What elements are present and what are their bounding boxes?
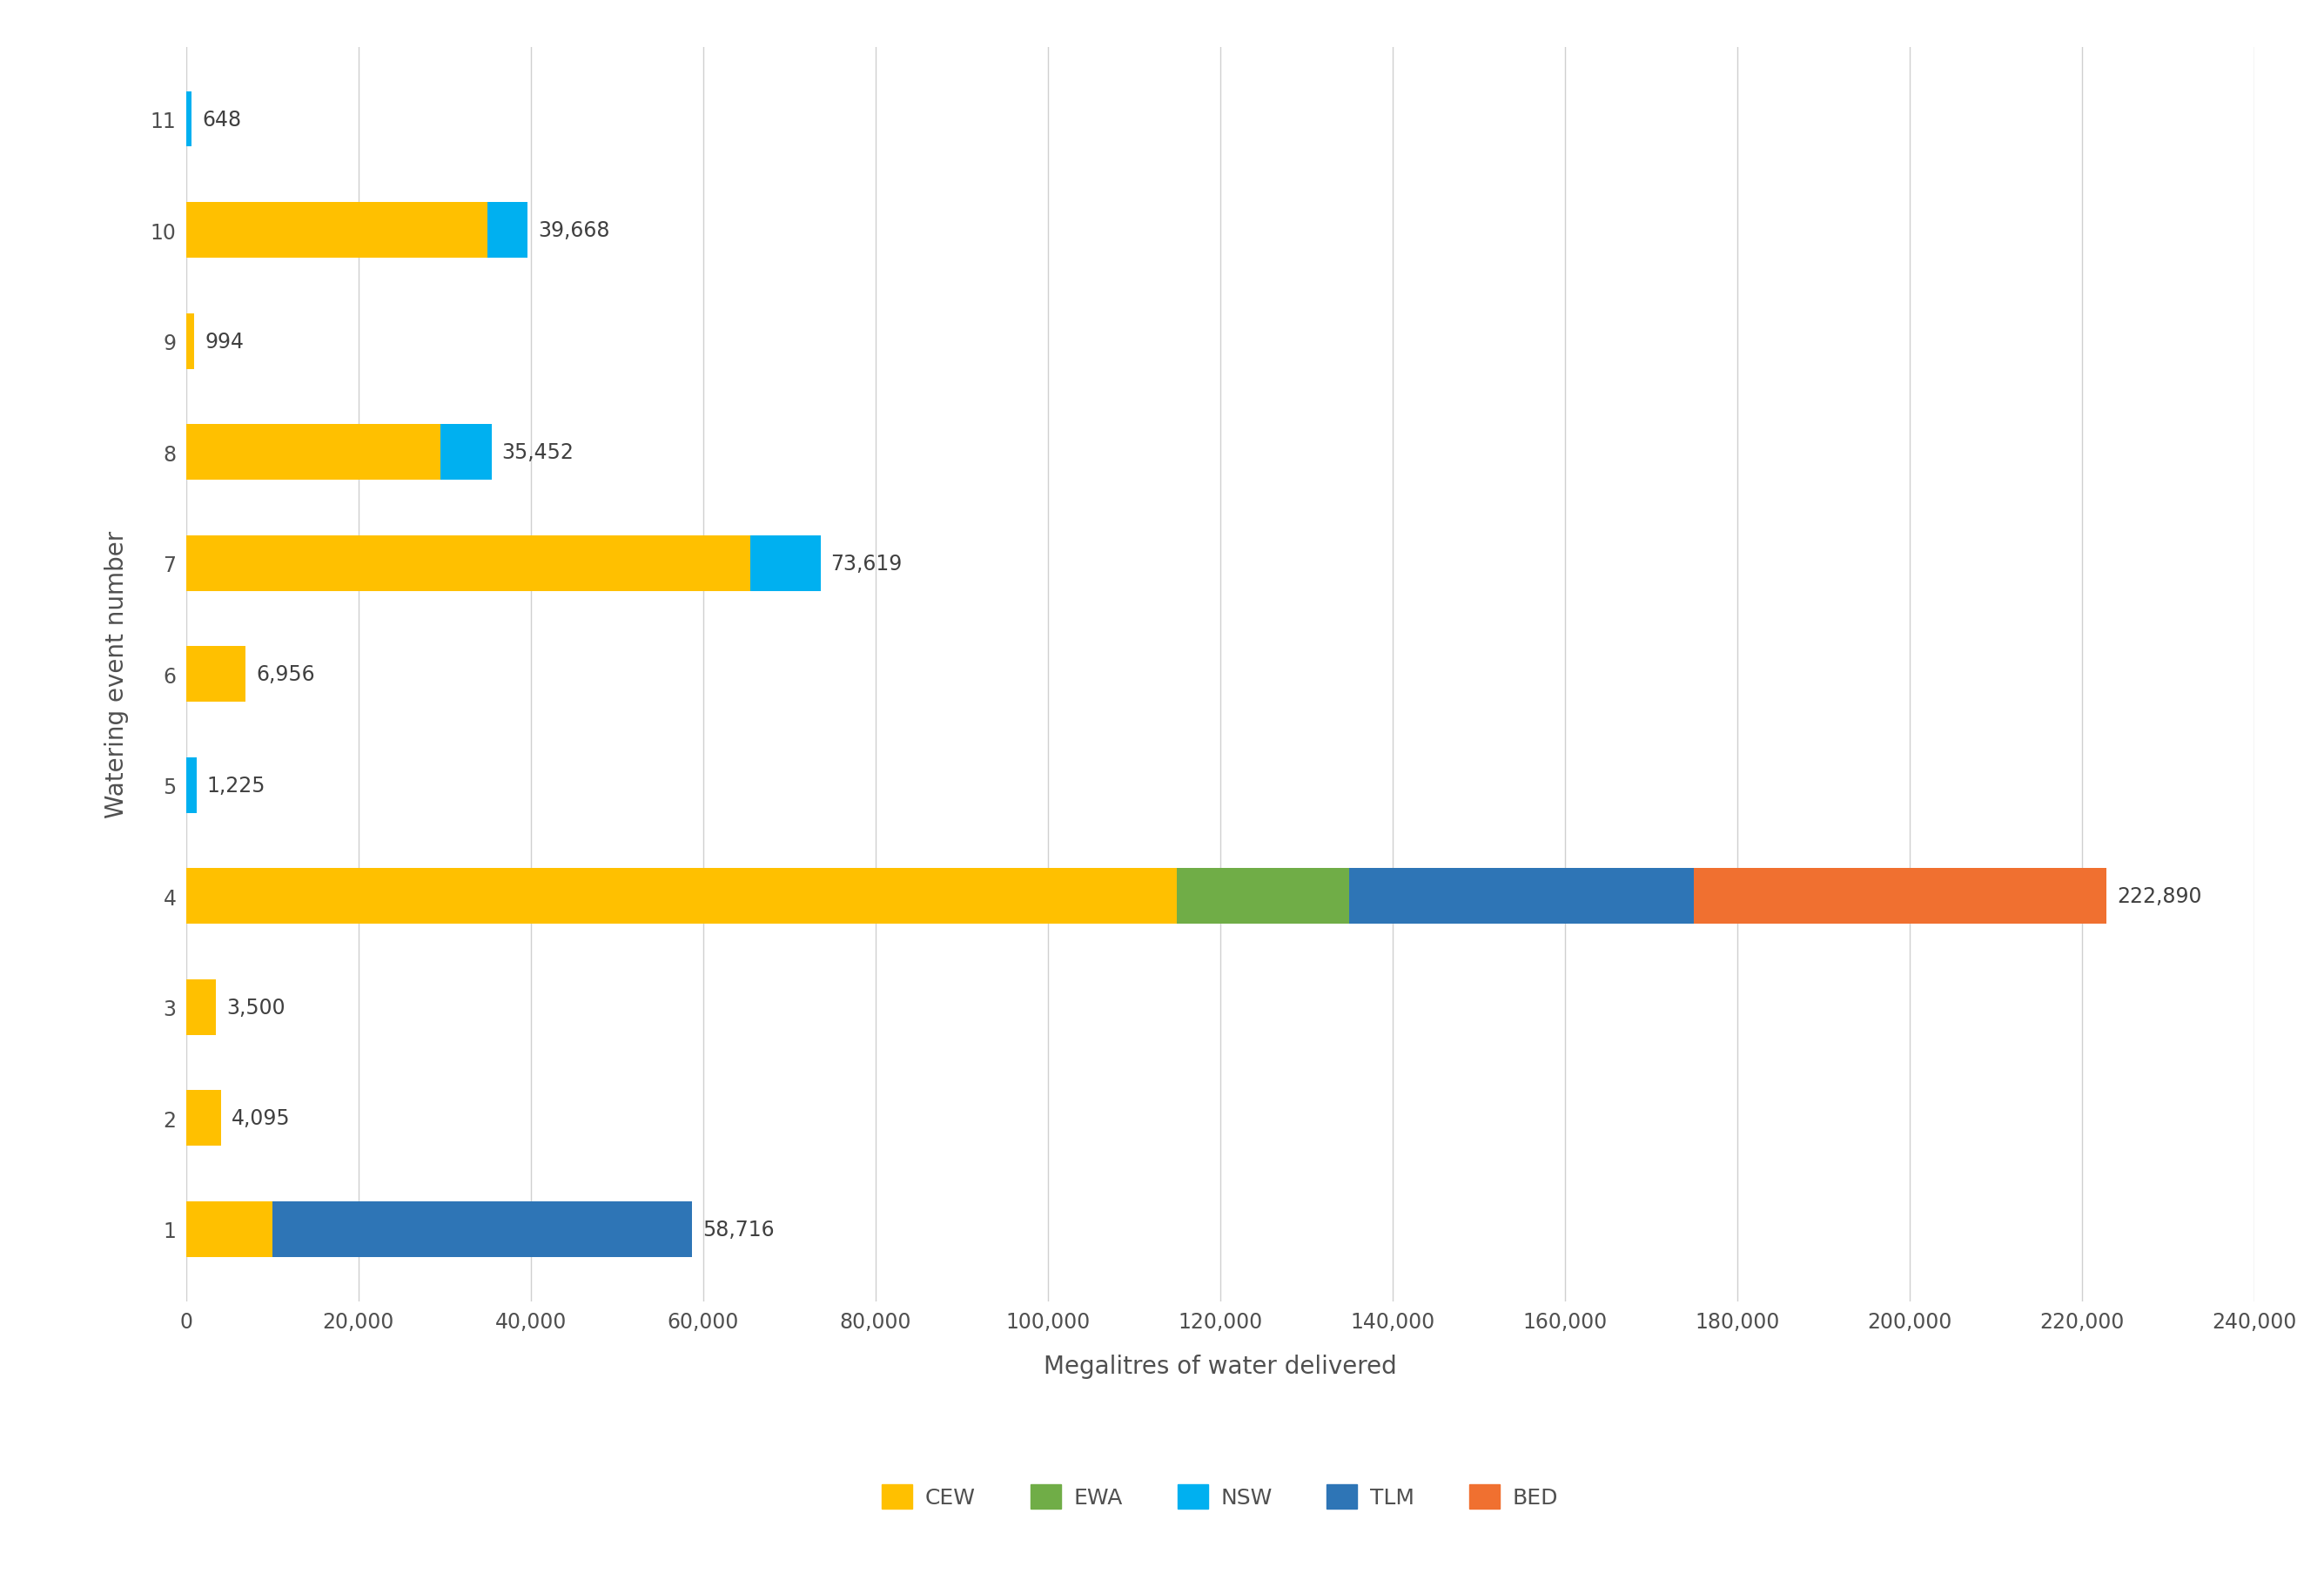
Bar [186, 92, 191, 148]
Text: 39,668: 39,668 [539, 221, 609, 241]
Bar [186, 979, 216, 1035]
Bar [1694, 868, 2108, 924]
Legend: CEW, EWA, NSW, TLM, BED: CEW, EWA, NSW, TLM, BED [874, 1476, 1566, 1517]
Text: 648: 648 [202, 110, 242, 130]
Bar [186, 1201, 272, 1257]
Bar [186, 1090, 221, 1146]
Bar [1176, 868, 1350, 924]
Text: 58,716: 58,716 [702, 1219, 774, 1239]
Bar [186, 536, 751, 592]
Text: 3,500: 3,500 [225, 997, 286, 1017]
Y-axis label: Watering event number: Watering event number [105, 530, 128, 819]
Text: 35,452: 35,452 [502, 443, 574, 463]
Bar [1350, 868, 1694, 924]
Text: 73,619: 73,619 [830, 554, 902, 574]
Bar [488, 203, 528, 259]
Text: 6,956: 6,956 [256, 663, 316, 686]
Bar [272, 1201, 693, 1257]
Bar [186, 757, 198, 813]
Text: 1,225: 1,225 [207, 774, 265, 795]
Bar [751, 536, 820, 592]
Text: 222,890: 222,890 [2117, 886, 2203, 906]
Bar [186, 425, 439, 481]
Bar [186, 647, 246, 701]
Bar [186, 314, 195, 370]
Bar [186, 203, 488, 259]
X-axis label: Megalitres of water delivered: Megalitres of water delivered [1043, 1354, 1397, 1378]
Bar [186, 868, 1176, 924]
Text: 4,095: 4,095 [232, 1108, 290, 1128]
Bar [439, 425, 490, 481]
Text: 994: 994 [205, 332, 244, 352]
